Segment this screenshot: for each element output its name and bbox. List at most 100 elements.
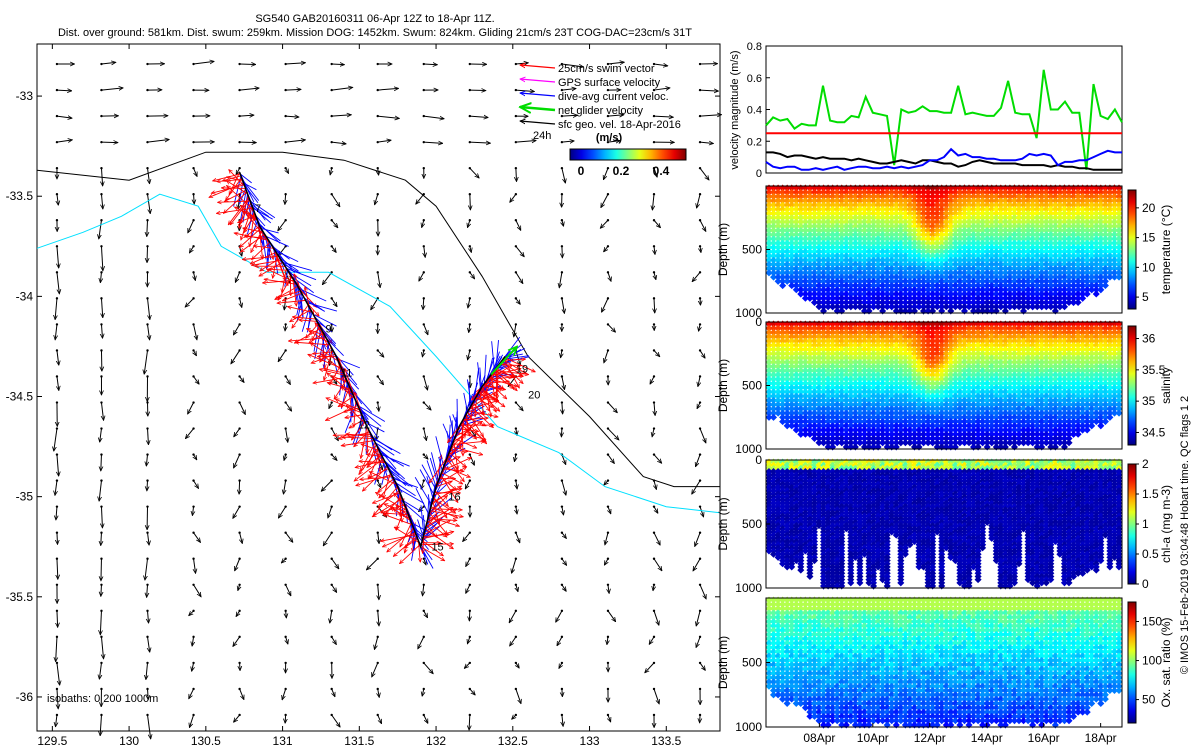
geo-vector-dot — [423, 584, 425, 586]
geo-vector-dot — [469, 505, 471, 507]
geo-vector-dot — [238, 505, 240, 507]
geo-vector-dot — [56, 219, 58, 221]
geo-vector-dot — [377, 323, 379, 325]
footer-credit: © IMOS 15-Feb-2019 03:04:48 Hobart time.… — [1179, 396, 1191, 674]
geo-vector-dot — [284, 193, 286, 195]
geo-vector-dot — [56, 89, 58, 91]
geo-vector-dot — [192, 219, 194, 221]
geo-vector-dot — [653, 297, 655, 299]
geo-vector-dot — [561, 323, 563, 325]
geo-vector-dot — [561, 141, 563, 143]
geo-vector-dot — [469, 63, 471, 65]
geo-vector-dot — [192, 505, 194, 507]
geo-vector-dot — [146, 245, 148, 247]
geo-vector-dot — [284, 505, 286, 507]
geo-vector-dot — [515, 662, 517, 664]
geo-vector-dot — [423, 610, 425, 612]
geo-vector-dot — [653, 115, 655, 117]
geo-vector-dot — [377, 89, 379, 91]
geo-vector-dot — [699, 375, 701, 377]
geo-vector-dot — [607, 584, 609, 586]
velocity-ytick-label: 0.4 — [747, 105, 762, 117]
geo-vector-dot — [238, 115, 240, 117]
geo-vector-dot — [699, 427, 701, 429]
geo-vector-dot — [330, 610, 332, 612]
geo-vector-dot — [699, 323, 701, 325]
day-label: 11 — [341, 367, 352, 379]
geo-vector-dot — [607, 532, 609, 534]
geo-vector-dot — [607, 297, 609, 299]
geo-vector-dot — [238, 401, 240, 403]
geo-vector-dot — [192, 662, 194, 664]
geo-vector-dot — [330, 532, 332, 534]
geo-vector-dot — [515, 63, 517, 65]
geo-vector-dot — [469, 193, 471, 195]
geo-vector-dot — [423, 141, 425, 143]
day-label: 19 — [516, 363, 528, 375]
geo-vector-dot — [607, 375, 609, 377]
geo-vector-dot — [469, 662, 471, 664]
geo-vector-dot — [330, 115, 332, 117]
geo-vector-dot — [699, 714, 701, 716]
geo-vector-dot — [377, 141, 379, 143]
geo-vector-dot — [56, 401, 58, 403]
geo-vector-dot — [653, 505, 655, 507]
geo-vector-dot — [56, 532, 58, 534]
geo-vector-dot — [515, 479, 517, 481]
geo-vector-dot — [561, 688, 563, 690]
geo-vector-dot — [146, 323, 148, 325]
geo-vector-dot — [146, 115, 148, 117]
geo-vector-dot — [469, 636, 471, 638]
geo-vector-dot — [192, 89, 194, 91]
geo-vector-dot — [330, 714, 332, 716]
geo-vector-dot — [192, 688, 194, 690]
geo-vector-dot — [56, 349, 58, 351]
geo-vector-dot — [653, 532, 655, 534]
geo-vector-dot — [561, 167, 563, 169]
geo-vector-dot — [100, 584, 102, 586]
geo-vector-dot — [284, 401, 286, 403]
geo-vector-dot — [423, 349, 425, 351]
geo-vector-dot — [515, 115, 517, 117]
geo-vector-dot — [100, 714, 102, 716]
geo-vector-dot — [423, 688, 425, 690]
geo-vector-dot — [377, 193, 379, 195]
geo-vector-dot — [100, 271, 102, 273]
geo-vector-dot — [284, 375, 286, 377]
legend-label: 25cm/s swim vector — [558, 63, 655, 75]
geo-vector-dot — [146, 558, 148, 560]
geo-vector-dot — [423, 558, 425, 560]
section-colorbar-tick-label: 20 — [1142, 201, 1156, 215]
legend-label: net glider velocity — [558, 105, 643, 117]
geo-vector-dot — [515, 297, 517, 299]
geo-vector-dot — [238, 375, 240, 377]
geo-vector-dot — [699, 115, 701, 117]
geo-vector-dot — [192, 453, 194, 455]
geo-vector-dot — [56, 662, 58, 664]
geo-vector-dot — [284, 453, 286, 455]
geo-vector-dot — [100, 297, 102, 299]
geo-vector-dot — [699, 636, 701, 638]
geo-vector-dot — [699, 349, 701, 351]
geo-vector-dot — [515, 323, 517, 325]
geo-vector-dot — [146, 610, 148, 612]
geo-vector-dot — [238, 167, 240, 169]
geo-vector-dot — [653, 219, 655, 221]
geo-vector-dot — [56, 271, 58, 273]
geo-vector-dot — [192, 297, 194, 299]
geo-vector-dot — [653, 245, 655, 247]
geo-vector-dot — [653, 323, 655, 325]
geo-vector-dot — [561, 375, 563, 377]
geo-vector-dot — [377, 662, 379, 664]
geo-vector-dot — [469, 714, 471, 716]
geo-vector-dot — [284, 323, 286, 325]
geo-vector-dot — [653, 141, 655, 143]
geo-vector-dot — [561, 532, 563, 534]
geo-vector-dot — [330, 167, 332, 169]
geo-vector-dot — [423, 245, 425, 247]
geo-vector-dot — [238, 662, 240, 664]
geo-vector-dot — [607, 427, 609, 429]
geo-vector-dot — [100, 401, 102, 403]
map-ytick-label: -36 — [16, 690, 34, 704]
